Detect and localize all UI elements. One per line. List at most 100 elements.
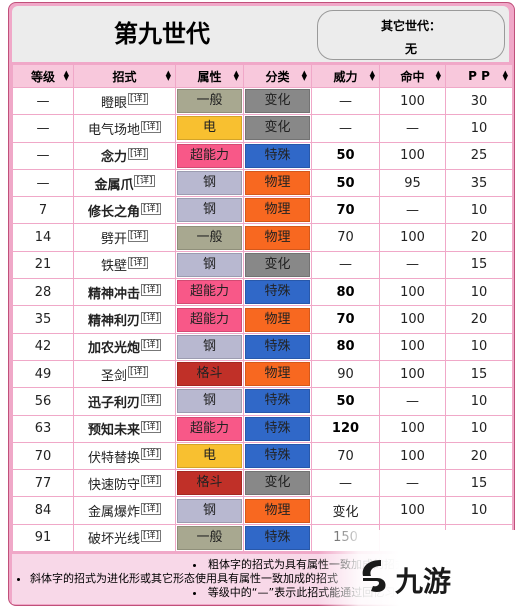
type-badge[interactable]: 一般 xyxy=(177,525,242,550)
detail-link[interactable]: [详] xyxy=(140,502,162,515)
category-badge-cell[interactable]: 物理 xyxy=(244,360,311,388)
column-header-category[interactable]: 分类 ▲ ▼ xyxy=(244,65,311,87)
other-generations-box[interactable]: 其它世代： 无 xyxy=(317,10,505,60)
type-badge-cell[interactable]: 超能力 xyxy=(176,415,243,442)
type-badge[interactable]: 超能力 xyxy=(177,280,242,305)
category-badge[interactable]: 特殊 xyxy=(245,444,310,468)
type-badge-cell[interactable]: 钢 xyxy=(176,497,243,524)
column-header-accuracy[interactable]: 命中 ▲ ▼ xyxy=(380,65,445,87)
detail-link[interactable]: [详] xyxy=(140,393,162,406)
category-badge[interactable]: 特殊 xyxy=(245,280,310,305)
move-name-cell[interactable]: 劈开 [详] xyxy=(74,224,175,251)
category-badge-cell[interactable]: 特殊 xyxy=(244,415,311,442)
move-name-link[interactable]: 铁壁 xyxy=(100,259,127,275)
category-badge-cell[interactable]: 变化 xyxy=(244,115,311,142)
category-badge-cell[interactable]: 特殊 xyxy=(244,279,311,306)
type-badge-cell[interactable]: 超能力 xyxy=(176,142,243,169)
category-badge-cell[interactable]: 特殊 xyxy=(244,442,311,470)
move-name-link[interactable]: 圣剑 xyxy=(100,368,127,384)
type-badge[interactable]: 格斗 xyxy=(177,362,242,387)
category-badge-cell[interactable]: 特殊 xyxy=(244,142,311,169)
move-name-link[interactable]: 念力 xyxy=(100,150,127,166)
move-name-cell[interactable]: 瞪眼 [详] xyxy=(74,88,175,115)
move-name-link[interactable]: 预知未来 xyxy=(87,423,140,439)
move-name-cell[interactable]: 电气场地 [详] xyxy=(74,115,175,142)
category-badge[interactable]: 变化 xyxy=(245,471,310,496)
move-name-link[interactable]: 精神冲击 xyxy=(87,286,140,302)
type-badge[interactable]: 钢 xyxy=(177,252,242,277)
category-badge-cell[interactable]: 变化 xyxy=(244,251,311,279)
category-badge[interactable]: 特殊 xyxy=(245,143,310,168)
type-badge-cell[interactable]: 钢 xyxy=(176,388,243,415)
detail-link[interactable]: [详] xyxy=(127,229,149,242)
type-badge-cell[interactable]: 钢 xyxy=(176,169,243,197)
category-badge-cell[interactable]: 物理 xyxy=(244,306,311,333)
category-badge-cell[interactable]: 物理 xyxy=(244,224,311,251)
detail-link[interactable]: [详] xyxy=(127,93,149,106)
move-name-cell[interactable]: 精神冲击 [详] xyxy=(74,279,175,306)
category-badge-cell[interactable]: 特殊 xyxy=(244,524,311,552)
type-badge[interactable]: 电 xyxy=(177,444,242,468)
move-name-cell[interactable]: 迅子利刃 [详] xyxy=(74,388,175,415)
column-header-pp[interactable]: P P ▲ ▼ xyxy=(446,65,512,87)
category-badge[interactable]: 物理 xyxy=(245,498,310,523)
move-name-link[interactable]: 金属爪 xyxy=(94,177,134,193)
detail-link[interactable]: [详] xyxy=(140,338,162,351)
type-badge[interactable]: 一般 xyxy=(177,89,242,114)
type-badge[interactable]: 钢 xyxy=(177,389,242,414)
move-name-cell[interactable]: 预知未来 [详] xyxy=(74,415,175,442)
type-badge-cell[interactable]: 格斗 xyxy=(176,470,243,497)
type-badge[interactable]: 电 xyxy=(177,116,242,141)
move-name-cell[interactable]: 加农光炮 [详] xyxy=(74,333,175,360)
type-badge[interactable]: 格斗 xyxy=(177,471,242,496)
move-name-link[interactable]: 破坏光线 xyxy=(87,532,140,548)
type-badge-cell[interactable]: 电 xyxy=(176,115,243,142)
column-header-type[interactable]: 属性 ▲ ▼ xyxy=(176,65,243,87)
type-badge-cell[interactable]: 格斗 xyxy=(176,360,243,388)
detail-link[interactable]: [详] xyxy=(127,147,149,160)
move-name-link[interactable]: 加农光炮 xyxy=(87,341,140,357)
type-badge-cell[interactable]: 超能力 xyxy=(176,279,243,306)
move-name-cell[interactable]: 圣剑 [详] xyxy=(74,360,175,388)
category-badge-cell[interactable]: 物理 xyxy=(244,169,311,197)
detail-link[interactable]: [详] xyxy=(140,311,162,324)
type-badge[interactable]: 超能力 xyxy=(177,416,242,441)
category-badge[interactable]: 特殊 xyxy=(245,525,310,550)
move-name-link[interactable]: 精神利刃 xyxy=(87,314,140,330)
category-badge[interactable]: 物理 xyxy=(245,171,310,196)
type-badge-cell[interactable]: 钢 xyxy=(176,197,243,224)
category-badge[interactable]: 特殊 xyxy=(245,416,310,441)
move-name-link[interactable]: 电气场地 xyxy=(87,122,140,138)
type-badge-cell[interactable]: 一般 xyxy=(176,88,243,115)
category-badge-cell[interactable]: 变化 xyxy=(244,470,311,497)
detail-link[interactable]: [详] xyxy=(140,202,162,215)
move-name-cell[interactable]: 修长之角 [详] xyxy=(74,197,175,224)
move-name-cell[interactable]: 金属爆炸 [详] xyxy=(74,497,175,524)
move-name-cell[interactable]: 铁壁 [详] xyxy=(74,251,175,279)
category-badge[interactable]: 物理 xyxy=(245,225,310,250)
category-badge[interactable]: 变化 xyxy=(245,252,310,277)
column-header-move[interactable]: 招式 ▲ ▼ xyxy=(74,65,175,87)
detail-link[interactable]: [详] xyxy=(140,120,162,133)
move-name-link[interactable]: 劈开 xyxy=(100,232,127,248)
column-header-power[interactable]: 威力 ▲ ▼ xyxy=(312,65,379,87)
category-badge-cell[interactable]: 特殊 xyxy=(244,388,311,415)
category-badge[interactable]: 特殊 xyxy=(245,389,310,414)
move-name-cell[interactable]: 精神利刃 [详] xyxy=(74,306,175,333)
category-badge-cell[interactable]: 物理 xyxy=(244,497,311,524)
type-badge[interactable]: 钢 xyxy=(177,171,242,196)
category-badge[interactable]: 物理 xyxy=(245,198,310,223)
move-name-link[interactable]: 金属爆炸 xyxy=(87,505,140,521)
move-name-cell[interactable]: 伏特替换 [详] xyxy=(74,442,175,470)
move-name-cell[interactable]: 破坏光线 [详] xyxy=(74,524,175,552)
move-name-link[interactable]: 修长之角 xyxy=(87,204,140,220)
category-badge[interactable]: 物理 xyxy=(245,362,310,387)
column-header-level[interactable]: 等级 ▲ ▼ xyxy=(13,65,73,87)
detail-link[interactable]: [详] xyxy=(134,175,155,188)
detail-link[interactable]: [详] xyxy=(140,448,162,461)
move-name-cell[interactable]: 快速防守 [详] xyxy=(74,470,175,497)
type-badge-cell[interactable]: 一般 xyxy=(176,224,243,251)
type-badge[interactable]: 钢 xyxy=(177,498,242,523)
detail-link[interactable]: [详] xyxy=(140,530,162,543)
detail-link[interactable]: [详] xyxy=(127,257,149,270)
